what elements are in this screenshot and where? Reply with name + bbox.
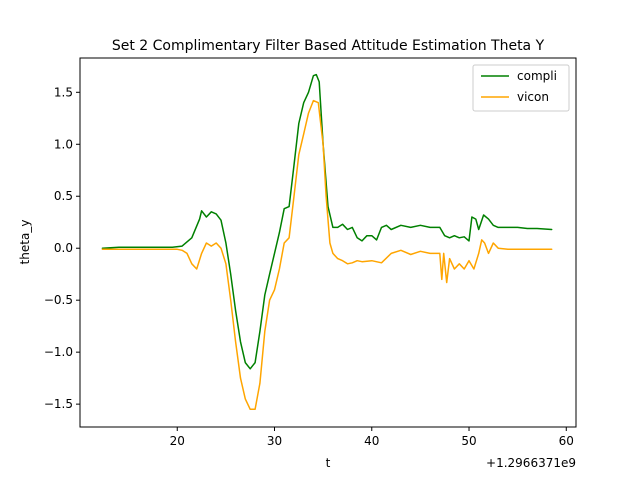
legend-label-vicon: vicon <box>517 90 549 104</box>
series-line-compli <box>101 73 553 370</box>
y-tick-label: −1.0 <box>44 345 73 359</box>
x-tick-label: 20 <box>170 434 185 448</box>
x-axis-ticks: 20 30 40 50 60 <box>170 427 574 448</box>
x-tick-label: 40 <box>364 434 379 448</box>
y-tick-label: 1.5 <box>54 85 73 99</box>
y-tick-label: −0.5 <box>44 293 73 307</box>
y-tick-label: 0.5 <box>54 189 73 203</box>
chart-title: Set 2 Complimentary Filter Based Attitud… <box>112 38 545 54</box>
y-axis-label: theta_y <box>18 220 32 265</box>
y-tick-label: −1.5 <box>44 397 73 411</box>
plot-frame <box>79 57 577 428</box>
y-axis-ticks: −1.5 −1.0 −0.5 0.0 0.5 1.0 1.5 <box>44 85 80 411</box>
x-tick-label: 50 <box>461 434 476 448</box>
x-tick-label: 30 <box>267 434 282 448</box>
x-tick-label: 60 <box>559 434 574 448</box>
y-tick-label: 1.0 <box>54 137 73 151</box>
legend: compli vicon <box>472 64 570 112</box>
series-line-vicon <box>101 99 553 411</box>
x-axis-offset-label: +1.2966371e9 <box>486 456 576 470</box>
series-layer <box>101 73 553 411</box>
x-axis-label: t <box>326 456 331 470</box>
y-tick-label: 0.0 <box>54 241 73 255</box>
legend-label-compli: compli <box>517 69 557 83</box>
